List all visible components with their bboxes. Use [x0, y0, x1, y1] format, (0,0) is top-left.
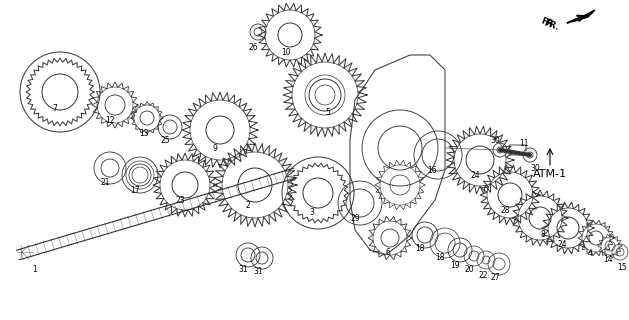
- Text: 7: 7: [53, 103, 57, 113]
- Text: 31: 31: [238, 265, 248, 274]
- Text: 30: 30: [530, 164, 540, 172]
- Text: 8: 8: [540, 229, 545, 238]
- Text: 19: 19: [450, 260, 460, 269]
- Text: 29: 29: [350, 213, 360, 222]
- Text: 28: 28: [500, 205, 509, 214]
- Text: 31: 31: [253, 268, 263, 276]
- Text: 24: 24: [470, 171, 480, 180]
- Text: 11: 11: [520, 139, 529, 148]
- Text: FR.: FR.: [539, 16, 557, 30]
- Text: ATM-1: ATM-1: [533, 169, 567, 180]
- Text: 22: 22: [478, 270, 487, 279]
- Text: 18: 18: [435, 253, 445, 262]
- Text: 21: 21: [100, 178, 109, 187]
- Text: 23: 23: [175, 196, 185, 204]
- Text: 6: 6: [386, 247, 391, 257]
- Text: 26: 26: [248, 43, 258, 52]
- Text: 16: 16: [427, 165, 437, 174]
- Text: 5: 5: [326, 108, 330, 116]
- Text: 3: 3: [309, 207, 314, 217]
- Text: 10: 10: [281, 47, 291, 57]
- Text: 4: 4: [587, 250, 593, 259]
- Text: 2: 2: [246, 201, 250, 210]
- Text: 24: 24: [557, 239, 567, 249]
- Text: 13: 13: [139, 129, 149, 138]
- Text: 15: 15: [617, 263, 627, 273]
- Text: 1: 1: [33, 266, 37, 275]
- Text: 17: 17: [130, 186, 140, 195]
- Text: 20: 20: [464, 266, 474, 275]
- Text: 18: 18: [415, 244, 425, 252]
- Text: 30: 30: [490, 135, 500, 145]
- Text: 14: 14: [603, 255, 613, 265]
- Polygon shape: [572, 10, 595, 22]
- Text: 12: 12: [105, 116, 114, 124]
- Text: 9: 9: [213, 143, 218, 153]
- Text: 25: 25: [160, 135, 170, 145]
- Text: 27: 27: [490, 274, 500, 283]
- Text: FR.: FR.: [542, 18, 560, 32]
